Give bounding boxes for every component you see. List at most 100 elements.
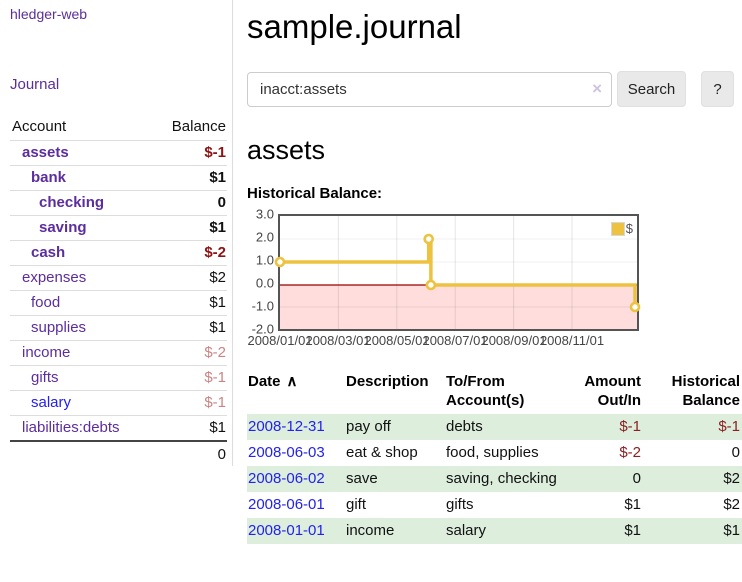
help-button[interactable]: ? [701,71,734,107]
column-header-description: Description [346,373,429,390]
transaction-accounts: debts [446,418,483,435]
transaction-description: income [346,522,395,539]
y-tick: -2.0 [251,321,274,337]
transaction-accounts: gifts [446,496,474,513]
x-tick: 2008/11/01 [539,333,605,348]
x-tick: 2008/09/01 [481,333,547,348]
transaction-amount: $-2 [619,444,641,461]
transaction-amount: $-1 [619,418,641,435]
register-row: 2008-06-02 save saving, checking 0 $2 [247,466,742,492]
register-row: 2008-06-01 gift gifts $1 $2 [247,492,742,518]
account-row-bank: bank $1 [10,166,227,191]
account-link-assets[interactable]: assets [22,144,69,161]
transaction-description: pay off [346,418,391,435]
account-link-food[interactable]: food [31,294,61,311]
y-tick: 2.0 [255,229,274,245]
transaction-date-link[interactable]: 2008-01-01 [248,522,325,539]
transaction-balance: $2 [723,496,740,513]
chart-gridlines [280,216,637,329]
negative-region [280,285,637,329]
account-balance: $1 [209,219,226,236]
account-row-salary: salary $-1 [10,391,227,416]
account-link-cash[interactable]: cash [31,244,66,261]
sidebar-item-journal[interactable]: Journal [10,76,60,93]
accounts-header: Account Balance [10,114,227,141]
legend-label: $ [625,221,633,236]
transaction-date-link[interactable]: 2008-06-01 [248,496,325,513]
account-heading: assets [247,135,326,165]
app-brand-link[interactable]: hledger-web [10,6,88,22]
data-point-markers [274,233,641,313]
account-row-income: income $-2 [10,341,227,366]
transaction-date-link[interactable]: 2008-06-02 [248,470,325,487]
transaction-amount: 0 [632,470,641,487]
chart-canvas [274,216,641,329]
chart-legend: $ [610,221,633,236]
search-box: × [247,71,612,107]
account-balance: $2 [209,269,226,286]
sort-asc-icon: ∧ [286,373,298,390]
transaction-balance: 0 [731,444,740,461]
account-balance: $-2 [204,244,226,261]
x-tick: 2008/01/01 [247,333,313,348]
transaction-description: gift [346,496,367,513]
search-input[interactable] [247,71,612,107]
page-title: sample.journal [247,8,462,45]
accounts-total-value: 0 [217,446,226,463]
account-row-expenses: expenses $2 [10,266,227,291]
clear-search-icon[interactable]: × [592,78,602,98]
account-row-gifts: gifts $-1 [10,366,227,391]
legend-swatch [610,221,625,236]
account-link-income[interactable]: income [22,344,71,361]
column-header-date[interactable]: Date ∧ [247,370,345,414]
transaction-balance: $2 [723,470,740,487]
transaction-amount: $1 [624,522,641,539]
transaction-date-link[interactable]: 2008-06-03 [248,444,325,461]
account-row-checking: checking 0 [10,191,227,216]
sidebar: hledger-web Journal Account Balance asse… [0,0,233,466]
transaction-accounts: food, supplies [446,444,539,461]
account-link-bank[interactable]: bank [31,169,67,186]
y-tick: 1.0 [255,252,274,268]
register-header-row: Date ∧ Description To/From Account(s) Amo… [247,370,742,414]
register-row: 2008-06-03 eat & shop food, supplies $-2… [247,440,742,466]
y-tick: -1.0 [251,298,274,314]
column-header-amount: Amount Out/In [584,373,641,409]
account-balance: $-1 [204,144,226,161]
account-row-assets: assets $-1 [10,141,227,166]
account-link-saving[interactable]: saving [39,219,87,236]
account-balance: 0 [217,194,226,211]
search-button[interactable]: Search [617,71,686,107]
search-form: × Search ? [247,71,742,107]
historical-balance-chart: 3.0 2.0 1.0 0.0 -1.0 -2.0 [247,207,642,348]
transaction-balance: $1 [723,522,740,539]
column-header-balance: Historical Balance [671,373,740,409]
register-row: 2008-01-01 income salary $1 $1 [247,518,742,544]
account-row-food: food $1 [10,291,227,316]
main-content: sample.journal × Search ? assets Histori… [247,0,742,544]
account-balance: $-1 [204,369,226,386]
register-table: Date ∧ Description To/From Account(s) Amo… [247,370,742,544]
transaction-balance: $-1 [718,418,740,435]
transaction-accounts: salary [446,522,487,539]
transaction-description: save [346,470,378,487]
x-tick: 2008/03/01 [305,333,371,348]
date-header-label: Date [248,373,281,390]
register-row: 2008-12-31 pay off debts $-1 $-1 [247,414,742,440]
chart-y-axis: 3.0 2.0 1.0 0.0 -1.0 -2.0 [247,207,274,337]
account-row-supplies: supplies $1 [10,316,227,341]
account-link-supplies[interactable]: supplies [31,319,87,336]
account-link-checking[interactable]: checking [39,194,105,211]
y-tick: 0.0 [255,275,274,291]
accounts-table: Account Balance assets $-1 bank $1 check… [10,114,227,467]
account-link-liabilities-debts[interactable]: liabilities:debts [22,419,120,436]
account-link-salary[interactable]: salary [31,394,72,411]
chart-title: Historical Balance: [247,185,383,202]
account-balance: $1 [209,419,226,436]
account-link-gifts[interactable]: gifts [31,369,59,386]
transaction-date-link[interactable]: 2008-12-31 [248,418,325,435]
account-row-saving: saving $1 [10,216,227,241]
account-link-expenses[interactable]: expenses [22,269,87,286]
account-balance: $-2 [204,344,226,361]
accounts-total-row: 0 [10,440,227,467]
